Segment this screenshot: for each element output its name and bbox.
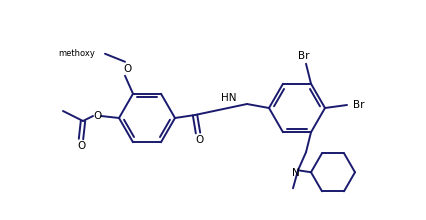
Text: Br: Br: [353, 100, 365, 110]
Text: methoxy: methoxy: [58, 49, 95, 58]
Text: O: O: [195, 135, 203, 145]
Text: Br: Br: [298, 51, 310, 61]
Text: O: O: [77, 141, 85, 151]
Text: HN: HN: [222, 93, 237, 103]
Text: N: N: [292, 168, 300, 178]
Text: O: O: [123, 64, 131, 74]
Text: O: O: [93, 111, 101, 121]
